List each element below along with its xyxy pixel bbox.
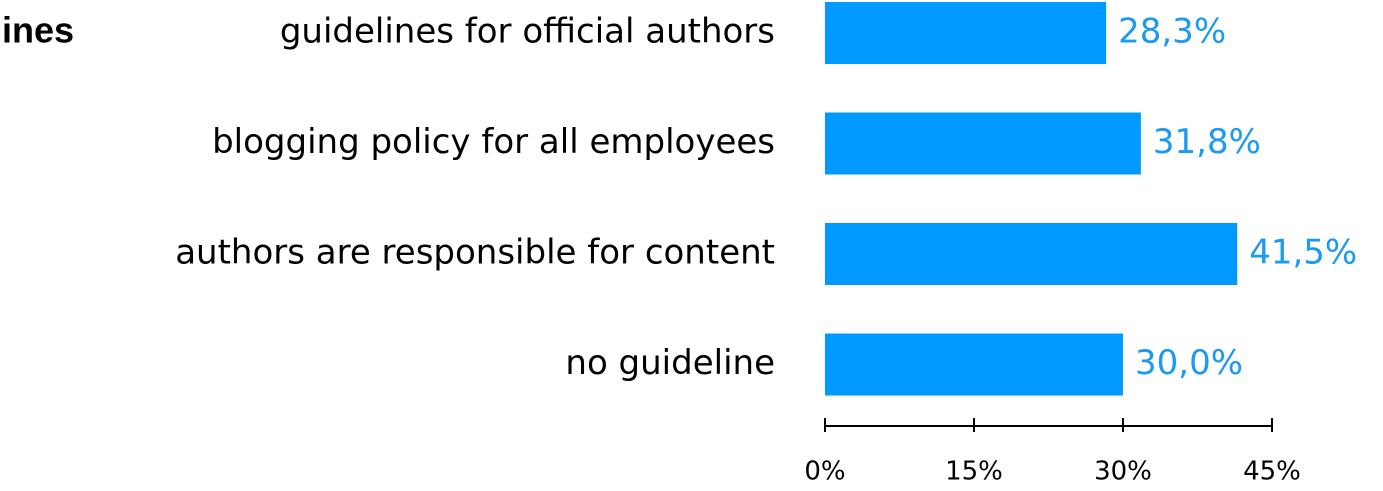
value-label: 30,0%	[1135, 343, 1243, 383]
value-label: 28,3%	[1118, 12, 1226, 52]
x-tick-label: 15%	[945, 457, 1003, 487]
bar	[825, 223, 1238, 285]
y-tick-label: blogging policy for all employees	[212, 122, 775, 162]
x-tick-label: 30%	[1094, 457, 1152, 487]
value-label: 31,8%	[1153, 122, 1261, 162]
x-tick-label: 45%	[1243, 457, 1301, 487]
bar	[825, 333, 1123, 396]
y-tick-label: guidelines for official authors	[280, 12, 775, 52]
y-tick-label: authors are responsible for content	[175, 233, 775, 273]
x-tick-label: 0%	[804, 457, 845, 487]
chart-title: ines	[2, 10, 74, 51]
bar	[825, 112, 1141, 175]
value-label: 41,5%	[1249, 233, 1357, 273]
y-tick-label: no guideline	[565, 343, 775, 383]
bar	[825, 2, 1107, 64]
